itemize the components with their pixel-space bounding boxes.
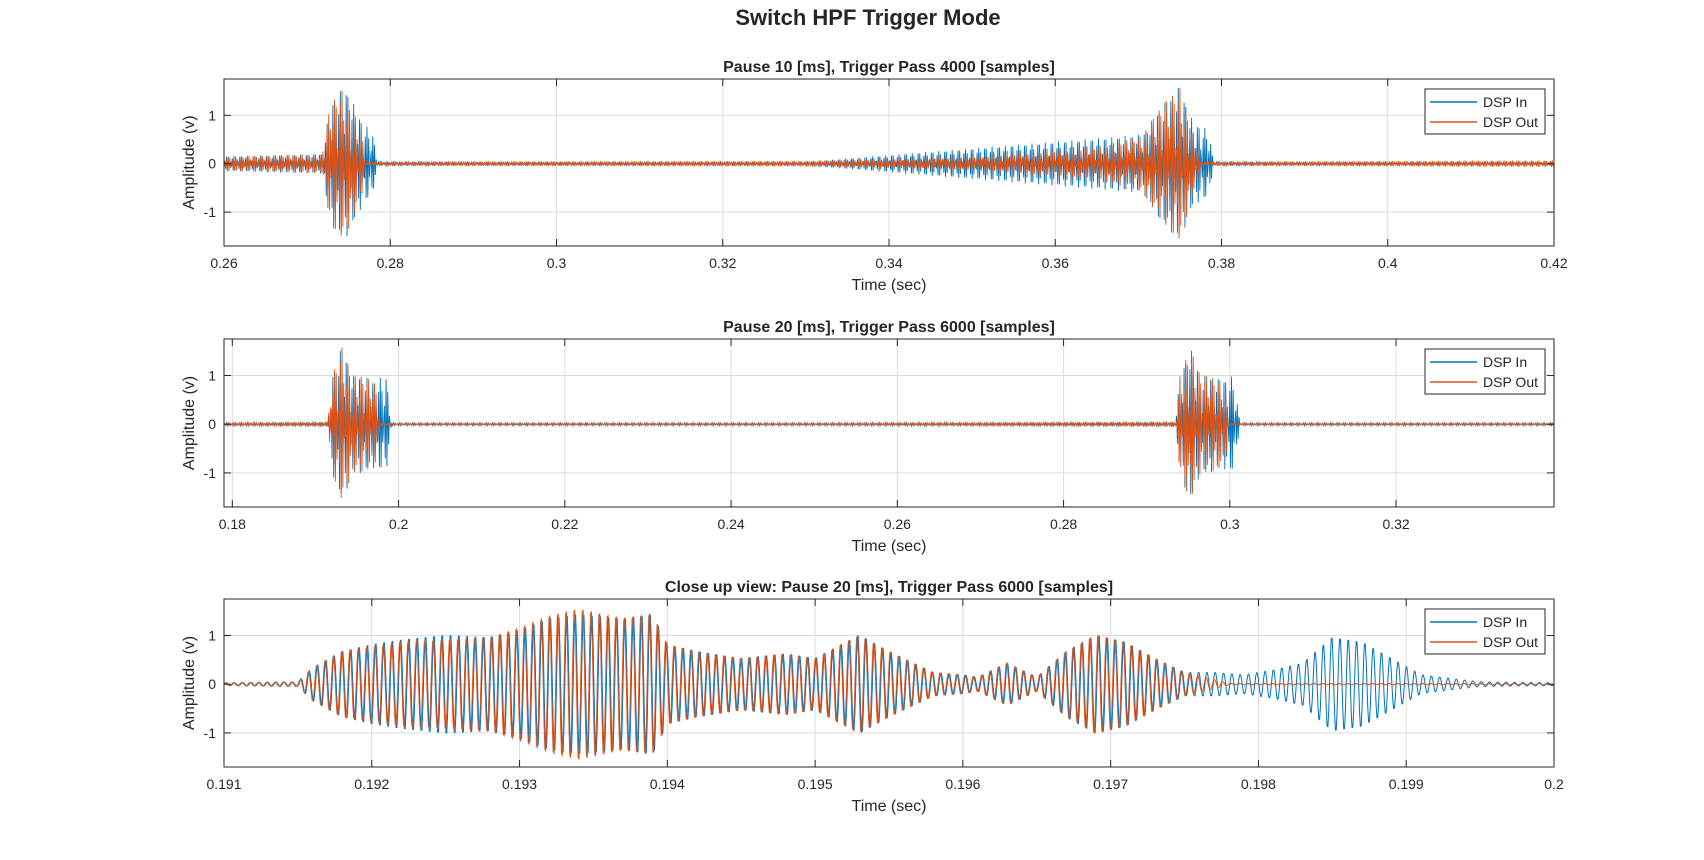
x-tick-label: 0.2 (1544, 776, 1564, 792)
y-tick-label: 0 (208, 416, 216, 432)
x-tick-label: 0.22 (551, 516, 578, 532)
x-tick-label: 0.195 (798, 776, 833, 792)
y-axis-label: Amplitude (v) (181, 376, 198, 470)
x-tick-label: 0.193 (502, 776, 537, 792)
x-tick-label: 0.3 (547, 255, 567, 271)
x-tick-label: 0.198 (1241, 776, 1276, 792)
y-tick-label: 1 (208, 107, 216, 123)
x-axis-label: Time (sec) (852, 798, 927, 815)
legend-entry: DSP In (1483, 354, 1527, 370)
x-tick-label: 0.24 (717, 516, 744, 532)
x-tick-label: 0.26 (210, 255, 237, 271)
legend-entry: DSP Out (1483, 634, 1538, 650)
y-tick-label: 1 (208, 628, 216, 644)
x-tick-label: 0.196 (945, 776, 980, 792)
x-tick-label: 0.194 (650, 776, 685, 792)
series-line-dsp-out (224, 347, 1554, 499)
x-tick-label: 0.26 (884, 516, 911, 532)
x-tick-label: 0.38 (1208, 255, 1235, 271)
subplot-title: Close up view: Pause 20 [ms], Trigger Pa… (665, 579, 1113, 596)
y-tick-label: 1 (208, 368, 216, 384)
subplot-title: Pause 20 [ms], Trigger Pass 6000 [sample… (723, 319, 1055, 336)
x-tick-label: 0.28 (1050, 516, 1077, 532)
legend-box (1424, 88, 1546, 135)
x-tick-label: 0.42 (1540, 255, 1567, 271)
legend-box (1424, 608, 1546, 655)
x-tick-label: 0.192 (354, 776, 389, 792)
figure-title: Switch HPF Trigger Mode (735, 5, 1000, 30)
legend-entry: DSP In (1483, 614, 1527, 630)
y-tick-label: -1 (204, 204, 217, 220)
x-tick-label: 0.32 (709, 255, 736, 271)
subplot-2: 0.18 0.2 0.22 0.24 0.26 0.28 0.3 0.32 -1 0 1 Pause … (181, 319, 1555, 555)
y-axis-label: Amplitude (v) (181, 636, 198, 730)
legend: DSP In DSP Out (1424, 608, 1546, 655)
series-line-dsp-out (224, 87, 1554, 239)
x-axis-label: Time (sec) (852, 277, 927, 294)
x-tick-label: 0.34 (875, 255, 902, 271)
x-tick-label: 0.3 (1220, 516, 1240, 532)
x-tick-label: 0.18 (219, 516, 246, 532)
axes-box (223, 598, 1555, 768)
x-tick-label: 0.191 (206, 776, 241, 792)
y-tick-label: -1 (204, 465, 217, 481)
legend: DSP In DSP Out (1424, 88, 1546, 135)
legend-box (1424, 348, 1546, 395)
x-tick-label: 0.197 (1093, 776, 1128, 792)
legend-entry: DSP Out (1483, 114, 1538, 130)
y-tick-label: 0 (208, 676, 216, 692)
axes-box (223, 338, 1555, 508)
series-group (224, 87, 1554, 239)
y-tick-label: 0 (208, 156, 216, 172)
subplot-3: 0.191 0.192 0.193 0.194 0.195 0.196 0.197 0.198… (181, 579, 1564, 815)
subplot-1: 0.26 0.28 0.3 0.32 0.34 0.36 0.38 0.4 0.42 -1 0 1 Pa… (181, 59, 1568, 294)
legend: DSP In DSP Out (1424, 348, 1546, 395)
y-axis-label: Amplitude (v) (181, 115, 198, 209)
series-line-dsp-out (224, 608, 1554, 761)
x-tick-label: 0.4 (1378, 255, 1398, 271)
x-tick-label: 0.2 (389, 516, 409, 532)
y-tick-label: -1 (204, 725, 217, 741)
x-tick-label: 0.199 (1389, 776, 1424, 792)
x-tick-label: 0.36 (1042, 255, 1069, 271)
series-group (224, 608, 1554, 761)
x-tick-label: 0.28 (377, 255, 404, 271)
legend-entry: DSP In (1483, 94, 1527, 110)
subplot-title: Pause 10 [ms], Trigger Pass 4000 [sample… (723, 59, 1055, 76)
x-tick-label: 0.32 (1382, 516, 1409, 532)
series-group (224, 347, 1554, 499)
legend-entry: DSP Out (1483, 374, 1538, 390)
x-axis-label: Time (sec) (852, 538, 927, 555)
